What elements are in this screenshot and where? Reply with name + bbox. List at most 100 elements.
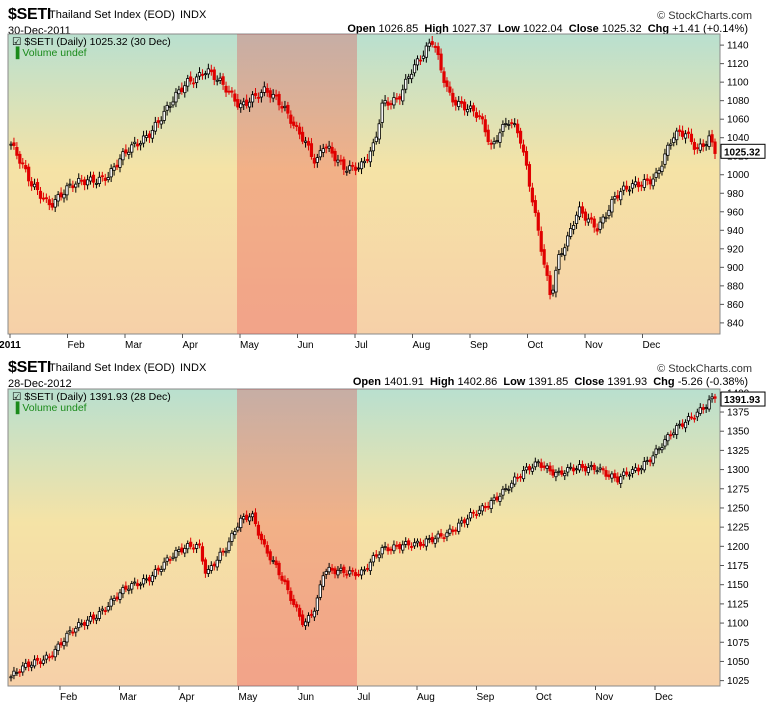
candle-body: [580, 464, 585, 468]
x-tick-label: 2011: [0, 340, 21, 351]
candle-body: [392, 97, 396, 106]
candle-body: [277, 93, 281, 106]
candle-body: [88, 176, 93, 182]
candle-body: [206, 68, 210, 75]
candle-body: [595, 470, 599, 473]
candle-body: [50, 655, 54, 658]
y-tick-label: 920: [727, 244, 744, 255]
candle-body: [295, 125, 299, 127]
y-tick-label: 1225: [727, 523, 750, 534]
candle-body: [689, 133, 694, 142]
candle-body: [610, 473, 614, 479]
candle-body: [386, 547, 390, 552]
chart1-ohlc: Open 1026.85 High 1027.37 Low 1022.04 Cl…: [347, 23, 748, 35]
y-tick-label: 1375: [727, 408, 750, 419]
chart1-brand[interactable]: © StockCharts.com: [657, 10, 752, 22]
candle-body: [106, 606, 110, 611]
chart2-svg[interactable]: 1025 1050 1075 1100 1125 1150 1175 1200 1225 1250…: [0, 387, 770, 705]
candle-body: [577, 464, 582, 471]
candle-body: [569, 228, 573, 237]
candle-body: [457, 101, 461, 107]
candle-body: [77, 622, 81, 629]
legend-series: ☑ $SETI (Daily) 1391.93 (28 Dec): [12, 391, 171, 403]
candle-body: [236, 526, 240, 531]
candle-body: [695, 147, 699, 150]
candle-body: [24, 662, 28, 668]
candle-body: [150, 575, 154, 583]
candle-body: [121, 587, 125, 595]
candle-body: [542, 465, 546, 468]
candle-body: [124, 149, 128, 154]
x-tick-label: May: [240, 340, 259, 351]
candle-body: [695, 411, 699, 418]
chart1-svg[interactable]: 8408608809009209409609801000102010401060…: [0, 32, 770, 354]
candle-body: [368, 150, 372, 163]
candle-body: [348, 165, 352, 171]
candle-body: [100, 608, 104, 611]
candle-body: [230, 90, 234, 93]
candle-body: [292, 121, 296, 126]
candle-body: [333, 568, 337, 575]
x-tick-label: Jun: [298, 692, 314, 703]
candle-body: [527, 466, 532, 471]
candle-body: [339, 567, 343, 571]
candle-body: [224, 550, 228, 554]
candle-body: [62, 641, 66, 647]
candle-body: [141, 578, 146, 585]
candle-body: [616, 476, 620, 483]
candle-body: [330, 567, 334, 571]
candle-body: [256, 96, 261, 99]
x-tick-label: Oct: [536, 692, 552, 703]
candle-body: [153, 569, 157, 577]
candle-body: [513, 476, 517, 485]
candle-body: [215, 79, 219, 82]
x-tick-label: Jul: [358, 692, 371, 703]
chart2-symbol: $SETI: [8, 359, 51, 376]
plot-area: [7, 388, 721, 687]
candle-body: [362, 569, 367, 572]
candle-body: [59, 642, 63, 646]
x-tick-label: May: [239, 692, 258, 703]
candle-body: [348, 570, 352, 575]
y-tick-label: 1275: [727, 484, 750, 495]
candle-body: [530, 187, 534, 203]
candle-body: [713, 141, 717, 154]
candle-body: [100, 175, 104, 178]
candle-body: [130, 144, 134, 153]
candle-body: [704, 407, 708, 409]
chart1-header: $SETI Thailand Set Index (EOD) INDX 30-D…: [8, 6, 762, 44]
candle-body: [121, 151, 125, 161]
candle-body: [103, 177, 107, 181]
x-tick-label: Apr: [179, 692, 195, 703]
candle-body: [660, 165, 664, 172]
candle-body: [374, 136, 378, 143]
candle-body: [209, 565, 213, 571]
candle-body: [280, 575, 284, 581]
candle-body: [183, 85, 187, 94]
candle-body: [521, 144, 526, 153]
candle-body: [448, 528, 452, 534]
candle-body: [554, 471, 558, 478]
candle-body: [536, 461, 540, 464]
candle-body: [186, 78, 190, 87]
candle-body: [607, 474, 611, 478]
chart2-brand[interactable]: © StockCharts.com: [657, 363, 752, 375]
candle-body: [271, 560, 275, 562]
y-tick-label: 860: [727, 300, 744, 311]
chart1-high: 1027.37: [451, 23, 492, 35]
candle-body: [298, 607, 302, 617]
candle-body: [371, 142, 375, 152]
candle-body: [642, 461, 646, 471]
candle-body: [492, 141, 496, 145]
candle-body: [404, 541, 408, 545]
chart1-description: Thailand Set Index (EOD): [49, 9, 175, 21]
candle-body: [607, 209, 611, 216]
candle-body: [53, 648, 57, 658]
candle-body: [586, 218, 590, 223]
candle-body: [445, 80, 449, 87]
candle-body: [678, 129, 682, 132]
candle-body: [85, 619, 90, 626]
chart2-date: 28-Dec-2012: [8, 378, 72, 390]
candle-body: [371, 555, 375, 563]
candle-body: [250, 513, 255, 518]
